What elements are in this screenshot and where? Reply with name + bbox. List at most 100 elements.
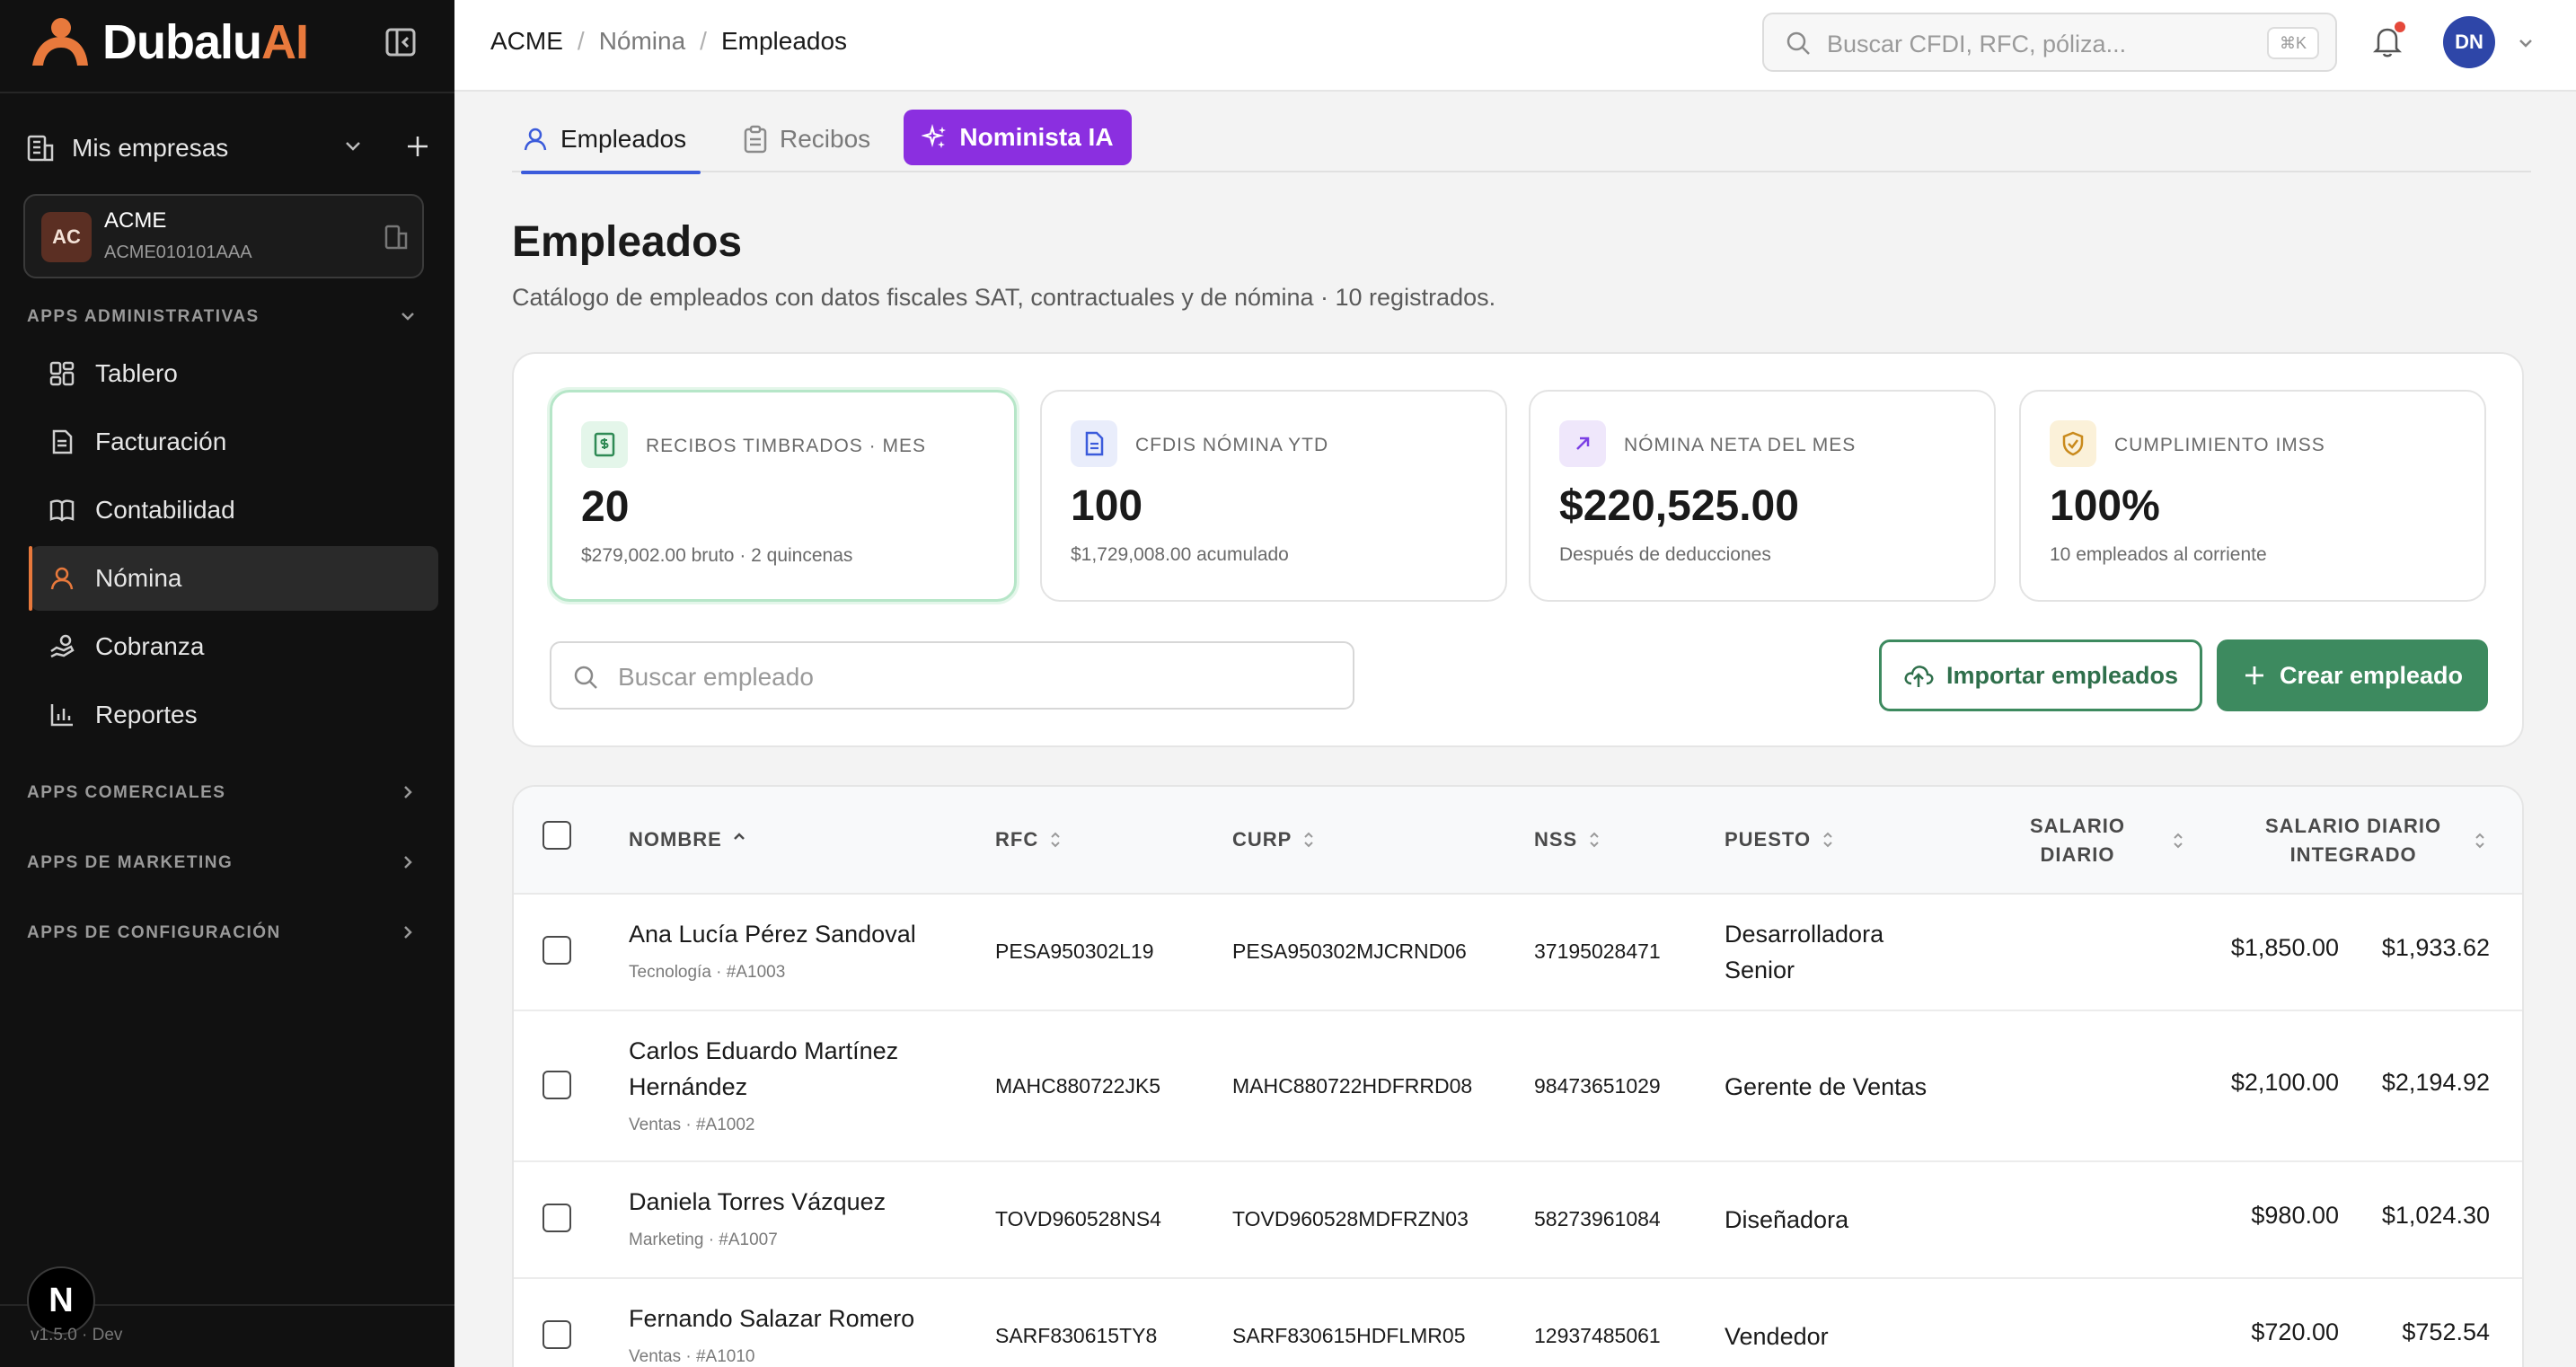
stat-label: RECIBOS TIMBRADOS · MES [646, 436, 926, 456]
table-row[interactable]: Ana Lucía Pérez Sandoval Tecnología · #A… [514, 895, 2522, 1011]
column-header-rfc[interactable]: RFC [995, 828, 1063, 851]
employee-meta: Marketing · #A1007 [629, 1230, 778, 1249]
row-checkbox[interactable] [543, 1204, 571, 1232]
section-title-marketing[interactable]: APPS DE MARKETING [27, 853, 234, 872]
companies-selector[interactable]: Mis empresas [25, 126, 429, 171]
employee-puesto: Desarrolladora Senior [1725, 921, 1884, 983]
tab-label: Recibos [780, 125, 871, 153]
tab-recibos[interactable]: Recibos [742, 110, 870, 169]
sidebar-item-label: Tablero [95, 359, 178, 387]
employee-rfc: TOVD960528NS4 [995, 1207, 1161, 1230]
dev-tools-badge[interactable]: N [27, 1266, 95, 1335]
breadcrumb-current: Empleados [720, 27, 848, 55]
table-row[interactable]: Carlos Eduardo Martínez Hernández Ventas … [514, 1011, 2522, 1162]
employee-name[interactable]: Ana Lucía Pérez Sandoval [629, 921, 916, 948]
column-header-puesto[interactable]: PUESTO [1725, 828, 1836, 851]
stat-value: 100% [2050, 482, 2160, 530]
breadcrumb-module[interactable]: Nómina [598, 27, 686, 55]
sidebar-item-cobranza[interactable]: Cobranza [31, 614, 438, 679]
stat-label: CFDIS NÓMINA YTD [1135, 435, 1329, 455]
sidebar-item-label: Cobranza [95, 632, 205, 660]
stat-note: $1,729,008.00 acumulado [1071, 544, 1289, 565]
sidebar-item-nomina[interactable]: Nómina [29, 546, 438, 611]
section-title-admin[interactable]: APPS ADMINISTRATIVAS [27, 307, 260, 326]
employee-puesto: Diseñadora [1725, 1206, 1849, 1233]
stat-value: 20 [581, 483, 630, 531]
sidebar-item-tablero[interactable]: Tablero [31, 341, 438, 406]
sort-icon [1051, 832, 1060, 848]
table-row[interactable]: Fernando Salazar Romero Ventas · #A1010 … [514, 1279, 2522, 1367]
company-avatar: AC [41, 212, 92, 262]
brand-logo-link[interactable]: DubaluAI [27, 13, 309, 72]
chevron-right-icon[interactable] [395, 780, 420, 805]
employee-nss: 58273961084 [1534, 1207, 1661, 1230]
clipboard-icon [744, 125, 767, 154]
section-title-comercial[interactable]: APPS COMERCIALES [27, 783, 226, 802]
sort-icon [1590, 832, 1599, 848]
table-row[interactable]: Daniela Torres Vázquez Marketing · #A100… [514, 1162, 2522, 1279]
column-header-salario-diario[interactable]: SALARIO DIARIO [2030, 812, 2186, 869]
sidebar-item-reportes[interactable]: Reportes [31, 683, 438, 747]
book-icon [49, 499, 75, 522]
tab-nominista-ia[interactable]: Nominista IA [904, 110, 1132, 165]
chevron-down-icon[interactable] [2515, 32, 2536, 54]
breadcrumb-company[interactable]: ACME [490, 27, 563, 55]
breadcrumb: ACME / Nómina / Empleados [490, 27, 847, 56]
sidebar-item-contabilidad[interactable]: Contabilidad [31, 478, 438, 542]
column-header-nss[interactable]: NSS [1534, 828, 1602, 851]
brand-name: DubaluAI [102, 15, 309, 69]
sidebar-collapse-icon[interactable] [384, 27, 419, 57]
employee-salario-diario: $720.00 [2251, 1318, 2339, 1345]
stat-card-recibos[interactable]: RECIBOS TIMBRADOS · MES 20 $279,002.00 b… [550, 390, 1017, 602]
company-rfc: ACME010101AAA [104, 243, 252, 262]
row-checkbox[interactable] [543, 1320, 571, 1349]
current-company-card[interactable]: AC ACME ACME010101AAA [23, 194, 424, 278]
hand-coins-icon [50, 634, 75, 658]
stat-card-nomina-neta[interactable]: NÓMINA NETA DEL MES $220,525.00 Después … [1529, 390, 1996, 602]
building-icon [384, 225, 408, 250]
employee-salario-diario: $1,850.00 [2230, 934, 2339, 961]
sort-icon [2174, 833, 2183, 849]
row-checkbox[interactable] [543, 1071, 571, 1099]
dashboard-icon [49, 361, 75, 386]
employees-table: NOMBRE RFC CURP NSS PUESTO SALARIO DIARIO… [512, 785, 2524, 1367]
row-checkbox[interactable] [543, 936, 571, 965]
sort-ascending-icon [733, 833, 745, 840]
employee-salario-diario: $980.00 [2251, 1202, 2339, 1229]
global-search-placeholder: Buscar CFDI, RFC, póliza... [1827, 31, 2127, 57]
add-company-icon[interactable] [402, 131, 433, 162]
sidebar-item-label: Contabilidad [95, 496, 235, 524]
tab-empleados[interactable]: Empleados [521, 110, 701, 174]
breadcrumb-separator: / [700, 27, 707, 55]
sparkles-icon [922, 124, 947, 148]
import-employees-label: Importar empleados [1945, 661, 2179, 689]
employee-rfc: PESA950302L19 [995, 939, 1154, 963]
employee-search-input[interactable]: Buscar empleado [550, 641, 1354, 710]
select-all-checkbox[interactable] [543, 821, 571, 850]
stat-card-imss[interactable]: CUMPLIMIENTO IMSS 100% 10 empleados al c… [2019, 390, 2486, 602]
plus-icon [2245, 666, 2263, 684]
companies-label: Mis empresas [72, 134, 229, 162]
search-shortcut: ⌘K [2267, 27, 2319, 59]
section-title-config[interactable]: APPS DE CONFIGURACIÓN [27, 923, 281, 942]
chevron-down-icon[interactable] [395, 304, 420, 329]
chevron-right-icon[interactable] [395, 920, 420, 945]
chevron-down-icon[interactable] [340, 133, 366, 160]
user-avatar[interactable]: DN [2443, 16, 2495, 68]
sidebar-item-facturacion[interactable]: Facturación [31, 410, 438, 474]
employee-name[interactable]: Carlos Eduardo Martínez Hernández [629, 1037, 899, 1100]
chevron-right-icon[interactable] [395, 850, 420, 875]
column-header-sdi[interactable]: SALARIO DIARIO INTEGRADO [2265, 812, 2488, 869]
create-employee-button[interactable]: Crear empleado [2217, 639, 2488, 711]
bell-icon[interactable] [2371, 23, 2404, 59]
search-icon [574, 666, 597, 689]
employee-name[interactable]: Daniela Torres Vázquez [629, 1188, 887, 1215]
stat-card-cfdis[interactable]: CFDIS NÓMINA YTD 100 $1,729,008.00 acumu… [1040, 390, 1507, 602]
import-employees-button[interactable]: Importar empleados [1879, 639, 2202, 711]
column-header-nombre[interactable]: NOMBRE [629, 828, 747, 851]
employee-name[interactable]: Fernando Salazar Romero [629, 1305, 915, 1332]
global-search-input[interactable]: Buscar CFDI, RFC, póliza... ⌘K [1762, 13, 2337, 72]
create-employee-label: Crear empleado [2279, 661, 2464, 689]
column-header-curp[interactable]: CURP [1232, 828, 1317, 851]
employee-sdi: $1,933.62 [2381, 934, 2490, 961]
